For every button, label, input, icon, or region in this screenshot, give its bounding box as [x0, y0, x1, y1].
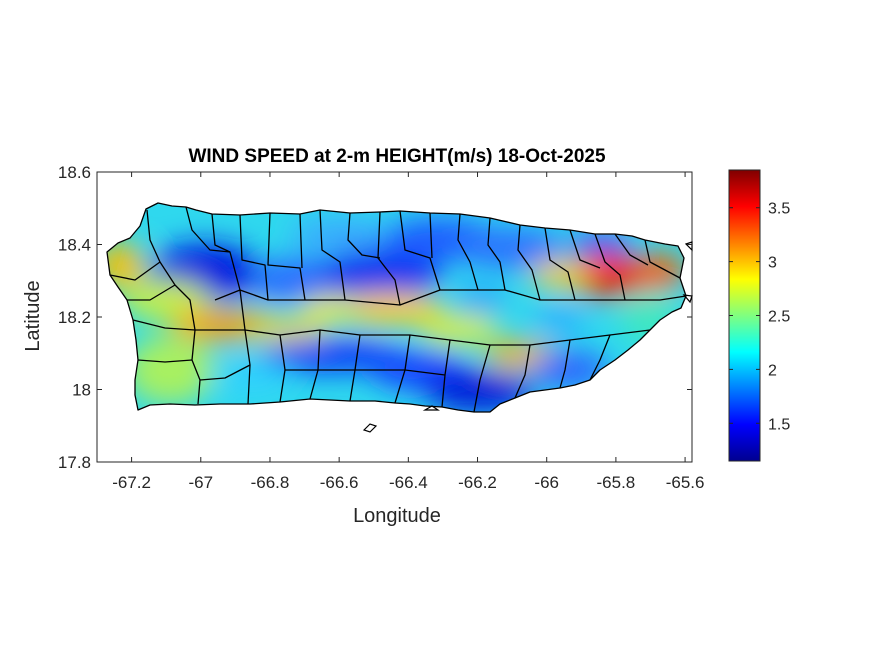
- x-tick-label: -67.2: [112, 473, 151, 492]
- chart-title: WIND SPEED at 2-m HEIGHT(m/s) 18-Oct-202…: [188, 146, 605, 167]
- colorbar: 1.5 2 2.5 3 3.5: [728, 169, 790, 462]
- colorbar-tick-label: 2: [768, 362, 777, 379]
- x-tick-label: -65.8: [597, 473, 636, 492]
- x-tick-label: -66.4: [389, 473, 428, 492]
- colorbar-gradient: [728, 169, 761, 462]
- x-tick-label: -67: [188, 473, 213, 492]
- x-tick-label: -66.8: [251, 473, 290, 492]
- x-tick-label: -66.2: [458, 473, 497, 492]
- colorbar-tick-label: 3.5: [768, 201, 790, 218]
- x-axis-label: Longitude: [353, 505, 441, 527]
- y-tick-label: 17.8: [58, 453, 91, 472]
- municipality-borders: [106, 202, 687, 413]
- x-tick-label: -65.6: [666, 473, 705, 492]
- colorbar-tick-label: 2.5: [768, 309, 790, 326]
- colorbar-tick-label: 1.5: [768, 416, 790, 433]
- wind-speed-field: [107, 203, 686, 412]
- y-tick-label: 18.2: [58, 308, 91, 327]
- y-tick-label: 18.6: [58, 163, 91, 182]
- y-axis-label: Latitude: [22, 280, 44, 351]
- y-tick-label: 18: [72, 381, 91, 400]
- offshore-islands: [362, 241, 693, 433]
- y-tick-label: 18.4: [58, 236, 91, 255]
- colorbar-tick-label: 3: [768, 255, 777, 272]
- y-axis: 17.8 18 18.2 18.4 18.6: [58, 163, 692, 472]
- x-axis: -67.2 -67 -66.8 -66.6 -66.4 -66.2 -66 -65.8 -65.…: [112, 172, 704, 492]
- x-tick-label: -66.6: [320, 473, 359, 492]
- x-tick-label: -66: [534, 473, 559, 492]
